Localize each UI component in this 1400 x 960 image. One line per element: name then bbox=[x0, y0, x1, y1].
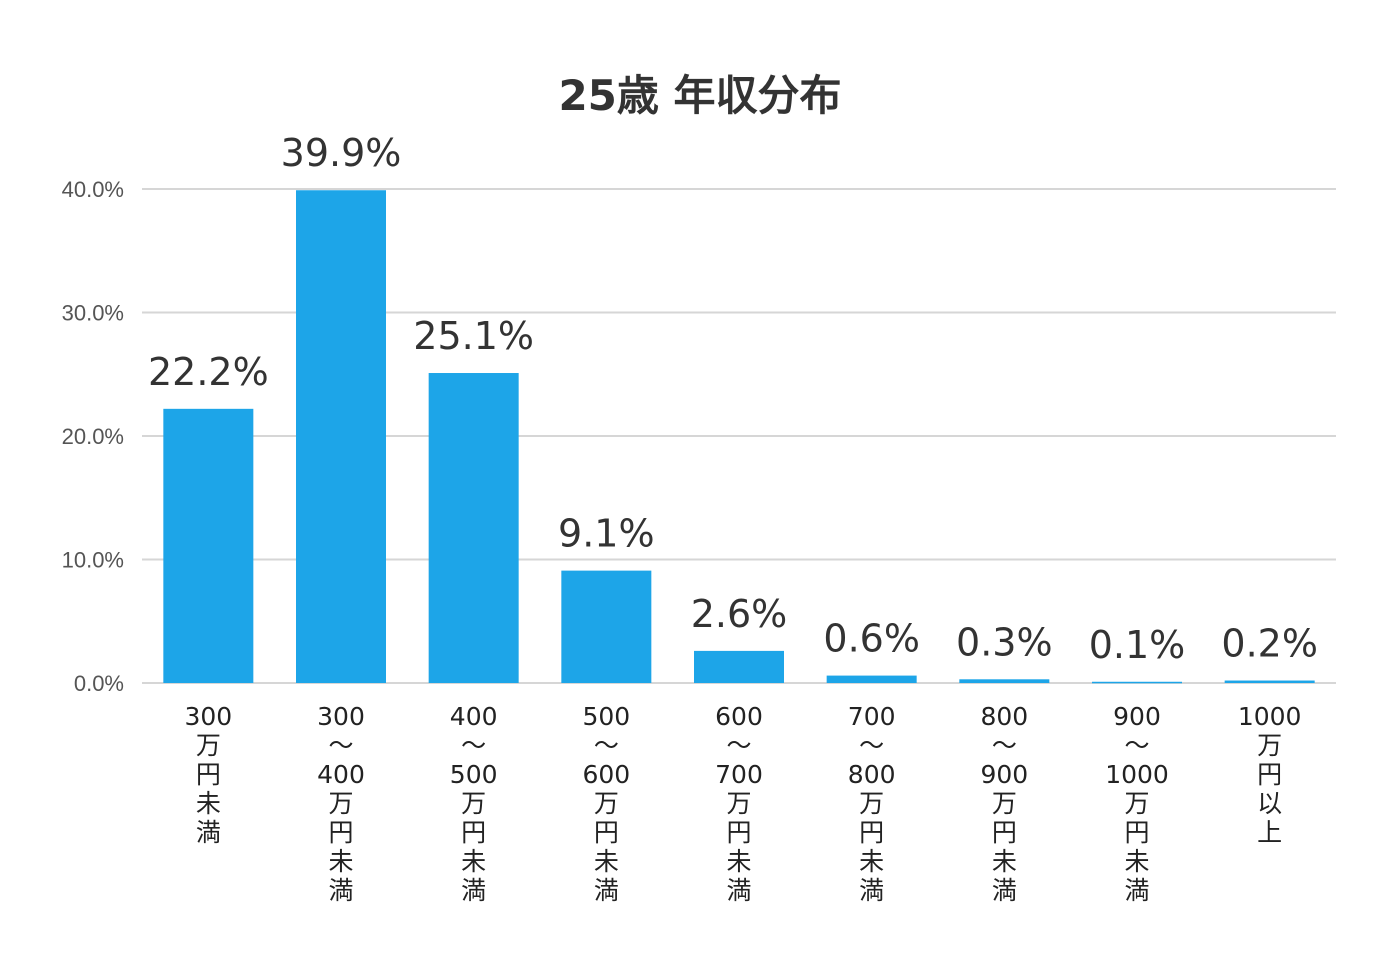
category-label-line: 〜 bbox=[328, 731, 353, 760]
data-label: 0.2% bbox=[1221, 622, 1318, 666]
category-label-line: 万 bbox=[1124, 789, 1149, 818]
category-label-line: 万 bbox=[859, 789, 884, 818]
category-label-line: 満 bbox=[1124, 876, 1149, 905]
bar bbox=[296, 190, 386, 684]
data-label: 39.9% bbox=[281, 131, 402, 175]
y-tick-label: 40.0% bbox=[62, 177, 124, 202]
bar bbox=[428, 373, 519, 683]
category-label-line: 600 bbox=[715, 702, 763, 731]
category-label-line: 円 bbox=[594, 818, 619, 847]
data-label: 2.6% bbox=[691, 592, 788, 636]
category-label-line: 900 bbox=[980, 760, 1028, 789]
category-label-line: 1000 bbox=[1238, 702, 1302, 731]
category-label-line: 円 bbox=[726, 818, 751, 847]
category-label-line: 万 bbox=[461, 789, 486, 818]
category-label-line: 未 bbox=[1124, 847, 1149, 876]
category-label-line: 万 bbox=[328, 789, 353, 818]
bar bbox=[561, 570, 652, 683]
bar bbox=[959, 679, 1050, 683]
category-label-line: 300 bbox=[184, 702, 232, 731]
category-label-line: 未 bbox=[196, 789, 221, 818]
category-label: 800 〜 900 万円未満 bbox=[980, 702, 1028, 905]
bar bbox=[694, 650, 784, 683]
value-labels: 22.2% 39.9% 25.1% 9.1% 2.6% 0.6% 0.3% 0.1% 0.2% bbox=[148, 131, 1318, 667]
chart-title: 25歳 年収分布 bbox=[558, 71, 841, 120]
bar bbox=[1224, 680, 1315, 683]
y-tick-label: 20.0% bbox=[62, 424, 124, 449]
category-label-line: 未 bbox=[726, 847, 751, 876]
bar bbox=[826, 675, 917, 683]
category-label-line: 未 bbox=[992, 847, 1017, 876]
category-label-line: 900 bbox=[1113, 702, 1161, 731]
category-label-line: 800 bbox=[980, 702, 1028, 731]
category-label-line: 500 bbox=[582, 702, 630, 731]
category-label-line: 〜 bbox=[726, 731, 751, 760]
category-label-line: 円 bbox=[196, 760, 221, 789]
category-label-line: 以 bbox=[1257, 789, 1282, 818]
bar bbox=[1092, 681, 1182, 684]
y-tick-label: 30.0% bbox=[62, 301, 124, 326]
category-label-line: 満 bbox=[859, 876, 884, 905]
data-label: 22.2% bbox=[148, 350, 269, 394]
data-label: 25.1% bbox=[413, 314, 534, 358]
data-label: 0.6% bbox=[823, 617, 920, 661]
category-label: 900 〜 1000 万円未満 bbox=[1105, 702, 1169, 905]
category-label-line: 未 bbox=[328, 847, 353, 876]
category-label: 1000 万円以上 bbox=[1238, 702, 1302, 847]
bar bbox=[163, 408, 254, 683]
data-label: 0.3% bbox=[956, 620, 1053, 664]
category-label: 600 〜 700 万円未満 bbox=[715, 702, 763, 905]
category-label-line: 1000 bbox=[1105, 760, 1169, 789]
category-label-line: 万 bbox=[992, 789, 1017, 818]
y-tick-label: 0.0% bbox=[74, 671, 124, 696]
category-label-line: 円 bbox=[1124, 818, 1149, 847]
category-label-line: 満 bbox=[726, 876, 751, 905]
category-label-line: 400 bbox=[317, 760, 365, 789]
category-label-line: 満 bbox=[461, 876, 486, 905]
category-label-line: 満 bbox=[196, 818, 221, 847]
category-label-line: 万 bbox=[1257, 731, 1282, 760]
category-label-line: 満 bbox=[992, 876, 1017, 905]
category-label-line: 万 bbox=[196, 731, 221, 760]
category-label: 300 〜 400 万円未満 bbox=[317, 702, 365, 905]
category-label-line: 未 bbox=[594, 847, 619, 876]
category-label: 300 万円未満 bbox=[184, 702, 232, 847]
category-label-line: 300 bbox=[317, 702, 365, 731]
y-tick-label: 10.0% bbox=[62, 548, 124, 573]
category-label-line: 〜 bbox=[1124, 731, 1149, 760]
category-label-line: 〜 bbox=[992, 731, 1017, 760]
category-label-line: 万 bbox=[594, 789, 619, 818]
category-label-line: 円 bbox=[328, 818, 353, 847]
category-label: 400 〜 500 万円未満 bbox=[450, 702, 498, 905]
category-label-line: 700 bbox=[848, 702, 896, 731]
category-label-line: 未 bbox=[461, 847, 486, 876]
category-label-line: 〜 bbox=[461, 731, 486, 760]
category-label-line: 円 bbox=[992, 818, 1017, 847]
bars bbox=[163, 190, 1315, 684]
category-label-line: 満 bbox=[328, 876, 353, 905]
data-label: 9.1% bbox=[558, 512, 655, 556]
category-label-line: 600 bbox=[582, 760, 630, 789]
category-label-line: 満 bbox=[594, 876, 619, 905]
category-label-line: 〜 bbox=[594, 731, 619, 760]
y-axis-ticks: 0.0% 10.0% 20.0% 30.0% 40.0% bbox=[62, 177, 124, 696]
category-label: 500 〜 600 万円未満 bbox=[582, 702, 630, 905]
category-label-line: 400 bbox=[450, 702, 498, 731]
category-label-line: 円 bbox=[859, 818, 884, 847]
category-label-line: 円 bbox=[1257, 760, 1282, 789]
category-label-line: 〜 bbox=[859, 731, 884, 760]
category-label: 700 〜 800 万円未満 bbox=[848, 702, 896, 905]
category-label-line: 上 bbox=[1257, 818, 1282, 847]
category-label-line: 800 bbox=[848, 760, 896, 789]
category-label-line: 500 bbox=[450, 760, 498, 789]
category-label-line: 未 bbox=[859, 847, 884, 876]
category-label-line: 万 bbox=[726, 789, 751, 818]
category-label-line: 700 bbox=[715, 760, 763, 789]
data-label: 0.1% bbox=[1089, 623, 1186, 667]
category-label-line: 円 bbox=[461, 818, 486, 847]
